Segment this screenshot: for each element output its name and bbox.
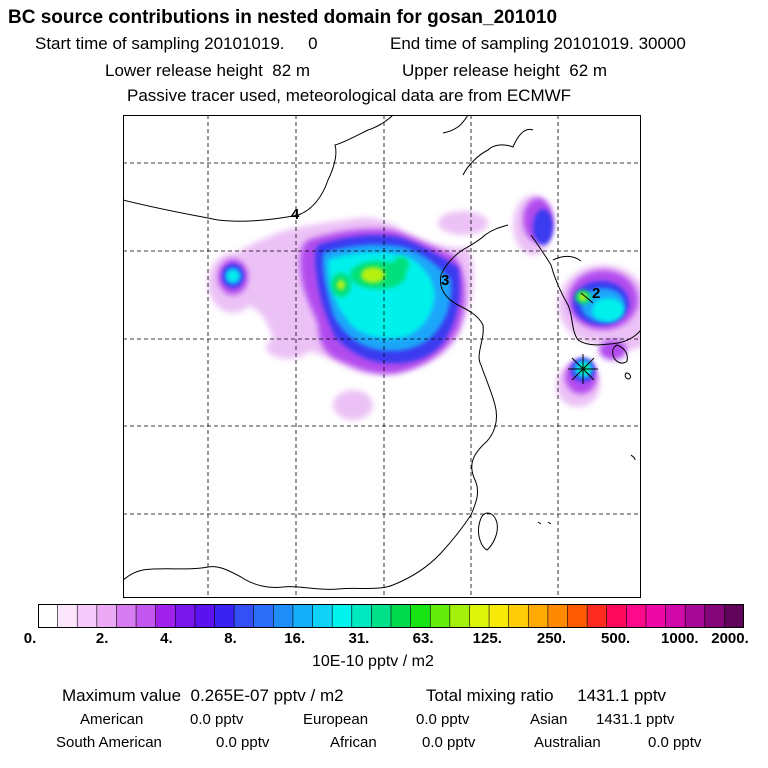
plot-title: BC source contributions in nested domain…	[8, 7, 558, 28]
colorbar-tick-label: 0.	[23, 630, 37, 647]
colorbar-cell	[469, 604, 490, 628]
coastline	[123, 115, 641, 590]
colorbar-tick-label: 2000.	[711, 630, 749, 647]
colorbar-cell	[704, 604, 725, 628]
colorbar-cell	[665, 604, 686, 628]
receptor-marker	[568, 354, 598, 384]
colorbar-cell	[96, 604, 118, 628]
lat-lon-grid	[123, 115, 641, 598]
region-european-value: 0.0 pptv	[416, 711, 470, 728]
colorbar-tick-label: 8.	[224, 630, 237, 647]
lower-release-label: Lower release height	[105, 61, 263, 80]
region-european-name: European	[303, 711, 369, 728]
region-australian-name: Australian	[534, 734, 601, 751]
colorbar-cell	[488, 604, 510, 628]
region-american-name: American	[80, 711, 144, 728]
upper-release-label: Upper release height	[402, 61, 560, 80]
contribution-field	[208, 195, 641, 420]
total-mixing: Total mixing ratio 1431.1 pptv	[426, 686, 666, 706]
colorbar-cell	[194, 604, 216, 628]
region-south-american-value: 0.0 pptv	[216, 734, 270, 751]
summary-line: Maximum value 0.265E-07 pptv / m2	[62, 686, 344, 706]
source-contribution-map: 4 3 2	[123, 115, 641, 598]
info-line: Passive tracer used, meteorological data…	[127, 86, 572, 105]
colorbar-cell	[586, 604, 608, 628]
colorbar-tick-label: 16.	[284, 630, 306, 647]
colorbar-cell	[253, 604, 274, 628]
map-label-3: 3	[441, 272, 449, 289]
colorbar-tick-label: 31.	[348, 630, 370, 647]
colorbar-tick-label: 4.	[160, 630, 173, 647]
colorbar-cell	[116, 604, 137, 628]
end-time-label: End time of sampling	[390, 34, 549, 53]
start-time: Start time of sampling 20101019. 0	[35, 34, 318, 54]
colorbar-cell	[76, 604, 98, 628]
lower-release-height: Lower release height 82 m	[105, 61, 310, 81]
colorbar-cell	[273, 604, 294, 628]
region-asian-value: 1431.1 pptv	[596, 711, 675, 728]
colorbar-cell	[567, 604, 588, 628]
colorbar-tick-label: 125.	[472, 630, 502, 647]
region-african-name: African	[330, 734, 377, 751]
colorbar-cell	[429, 604, 451, 628]
start-time-label: Start time of sampling	[35, 34, 200, 53]
colorbar-cell	[174, 604, 196, 628]
colorbar-cell	[508, 604, 529, 628]
colorbar-cell	[606, 604, 627, 628]
region-asian-name: Asian	[530, 711, 568, 728]
colorbar-tick-label: 1000.	[661, 630, 699, 647]
upper-release-value: 62 m	[569, 61, 608, 80]
map-label-4: 4	[291, 206, 300, 223]
colorbar-cell	[390, 604, 412, 628]
colorbar-cell	[449, 604, 471, 628]
colorbar-cell	[331, 604, 353, 628]
colorbar-tick-label: 2.	[95, 630, 109, 647]
max-value-label: Maximum value	[62, 686, 182, 705]
total-mixing-value: 1431.1 pptv	[577, 686, 667, 705]
colorbar-cell	[38, 604, 59, 628]
region-african-value: 0.0 pptv	[422, 734, 476, 751]
label-2-pointer	[580, 292, 594, 304]
total-mixing-label: Total mixing ratio	[426, 686, 554, 705]
colorbar-cell	[527, 604, 549, 628]
colorbar-cell	[645, 604, 667, 628]
upper-release-height: Upper release height 62 m	[402, 61, 607, 81]
colorbar-cell	[57, 604, 78, 628]
colorbar-cell	[214, 604, 235, 628]
colorbar-cell	[371, 604, 392, 628]
colorbar-cell	[547, 604, 569, 628]
colorbar-cell	[724, 604, 744, 628]
start-time-value: 20101019. 0	[204, 34, 318, 53]
map-frame	[123, 115, 641, 598]
end-time-value: 20101019. 30000	[553, 34, 686, 53]
lower-release-value: 82 m	[272, 61, 311, 80]
map-label-2: 2	[592, 285, 600, 302]
colorbar	[38, 604, 744, 628]
region-south-american-name: South American	[56, 734, 162, 751]
colorbar-tick-label: 500.	[601, 630, 631, 647]
colorbar-cell	[410, 604, 431, 628]
colorbar-units: 10E-10 pptv / m2	[312, 653, 434, 670]
colorbar-cell	[135, 604, 157, 628]
region-australian-value: 0.0 pptv	[648, 734, 702, 751]
region-american-value: 0.0 pptv	[190, 711, 244, 728]
colorbar-cell	[351, 604, 372, 628]
colorbar-tick-label: 63.	[412, 630, 434, 647]
colorbar-cell	[312, 604, 333, 628]
max-value: 0.265E-07 pptv / m2	[190, 686, 344, 705]
colorbar-cell	[233, 604, 255, 628]
colorbar-cell	[292, 604, 314, 628]
colorbar-cell	[155, 604, 176, 628]
end-time: End time of sampling 20101019. 30000	[390, 34, 686, 54]
colorbar-tick-label: 250.	[536, 630, 567, 647]
colorbar-cell	[684, 604, 706, 628]
colorbar-cell	[626, 604, 647, 628]
